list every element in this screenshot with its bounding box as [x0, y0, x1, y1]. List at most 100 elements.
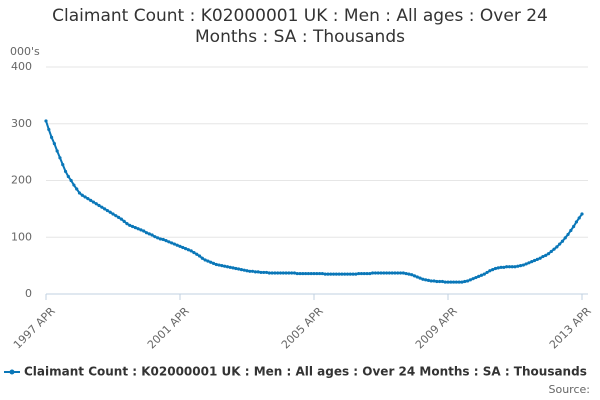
y-axis-label: 000's: [10, 45, 40, 58]
point: [181, 245, 185, 250]
point: [276, 271, 280, 275]
point: [69, 178, 73, 183]
point: [449, 280, 453, 284]
point: [326, 272, 330, 276]
point: [549, 249, 553, 254]
point: [415, 275, 419, 279]
point: [225, 265, 230, 269]
point: [438, 279, 442, 284]
point: [116, 215, 121, 219]
point: [357, 271, 361, 276]
point: [491, 267, 495, 272]
point: [63, 169, 68, 174]
point: [80, 193, 84, 197]
point: [457, 280, 461, 284]
point: [203, 258, 207, 262]
point: [55, 149, 59, 153]
point: [485, 270, 489, 275]
point: [513, 265, 517, 269]
point: [153, 235, 157, 239]
point: [426, 278, 431, 282]
point: [228, 265, 232, 269]
point: [507, 265, 512, 269]
point: [538, 256, 542, 260]
point: [451, 280, 456, 284]
point: [541, 254, 545, 259]
point: [223, 264, 227, 268]
point: [178, 244, 182, 248]
point: [410, 273, 414, 277]
point: [133, 226, 137, 230]
point: [242, 268, 246, 272]
point: [231, 266, 235, 270]
point: [555, 245, 559, 249]
point: [463, 279, 467, 284]
point: [278, 271, 283, 275]
point: [119, 217, 123, 221]
point: [197, 254, 202, 258]
point: [443, 280, 447, 284]
point: [61, 163, 65, 167]
point: [150, 233, 154, 237]
point: [214, 262, 218, 267]
y-tick-label: 400: [11, 60, 32, 73]
point: [323, 272, 327, 276]
point: [572, 224, 576, 229]
point: [211, 261, 216, 265]
point: [75, 187, 79, 191]
x-tick-label: 2001 APR: [145, 304, 192, 351]
point: [175, 243, 179, 247]
point: [340, 272, 344, 276]
point: [418, 276, 422, 280]
point: [390, 271, 394, 275]
point: [301, 271, 305, 276]
point: [317, 271, 322, 276]
point: [454, 280, 458, 284]
point: [264, 270, 269, 275]
point: [91, 200, 96, 204]
point: [217, 263, 221, 267]
point: [365, 271, 369, 276]
point: [253, 270, 257, 274]
point: [250, 269, 255, 273]
point: [499, 265, 503, 269]
point: [524, 262, 528, 266]
point: [58, 156, 62, 160]
x-tick-label: 2005 APR: [279, 304, 326, 351]
point: [195, 252, 199, 256]
point: [125, 222, 129, 226]
point: [183, 247, 188, 251]
point: [111, 212, 115, 216]
point: [245, 269, 249, 273]
x-tick-label: 2009 APR: [413, 304, 460, 351]
point: [421, 277, 425, 281]
point: [172, 242, 177, 246]
point: [530, 260, 534, 264]
point: [334, 272, 338, 276]
point: [563, 236, 567, 240]
point: [359, 271, 364, 276]
point: [156, 236, 160, 240]
point: [142, 229, 146, 233]
point: [488, 269, 492, 273]
y-tick-label: 100: [11, 230, 32, 243]
point: [270, 271, 274, 275]
point: [351, 272, 355, 276]
point: [248, 269, 252, 273]
y-tick-label: 300: [11, 117, 32, 130]
point: [331, 272, 336, 276]
point: [66, 174, 70, 179]
point: [407, 272, 411, 276]
point: [144, 231, 149, 235]
point: [128, 223, 132, 227]
source: Source:: [549, 383, 591, 396]
point: [94, 202, 98, 206]
point: [527, 261, 531, 265]
point: [566, 232, 570, 237]
point: [387, 271, 391, 275]
point: [373, 271, 378, 275]
point: [379, 271, 383, 275]
point: [256, 270, 260, 274]
point: [167, 240, 171, 244]
point: [424, 278, 428, 282]
